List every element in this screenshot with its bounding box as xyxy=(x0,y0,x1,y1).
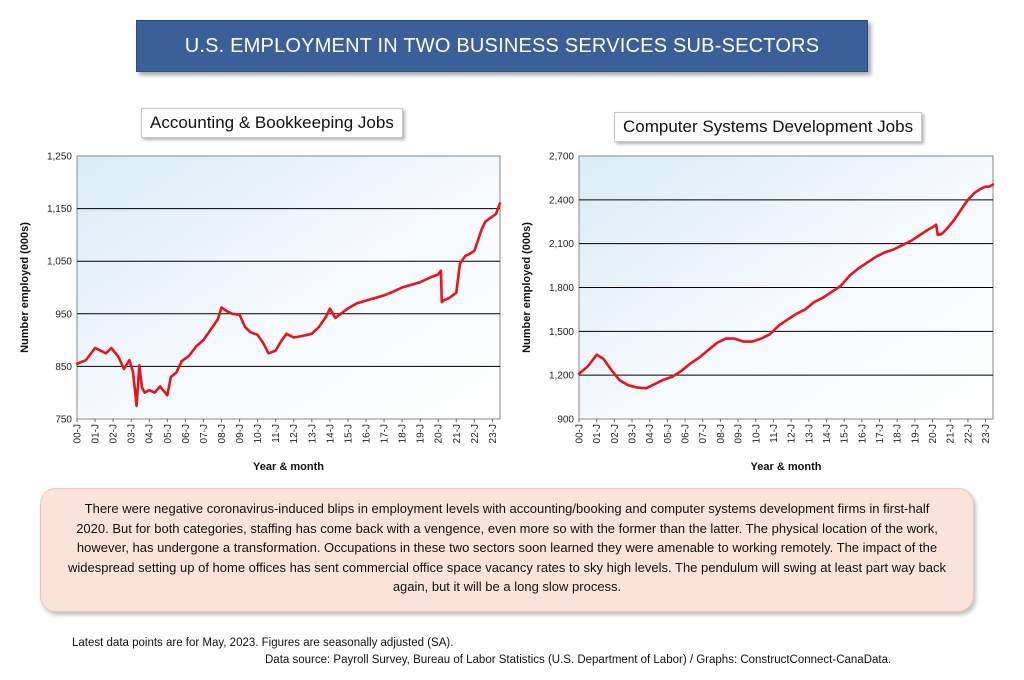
y-tick-label: 1,200 xyxy=(549,371,574,382)
x-tick-label: 01-J xyxy=(592,424,603,443)
x-tick-label: 13-J xyxy=(307,424,318,443)
y-axis-label: Number employed (000s) xyxy=(19,222,31,353)
x-tick-label: 15-J xyxy=(840,424,851,443)
x-tick-label: 16-J xyxy=(857,424,868,443)
x-tick-label: 02-J xyxy=(610,424,621,443)
x-tick-label: 10-J xyxy=(253,424,264,443)
x-tick-label: 08-J xyxy=(716,424,727,443)
y-tick-label: 2,100 xyxy=(549,239,574,250)
x-tick-label: 05-J xyxy=(163,424,174,443)
x-tick-label: 16-J xyxy=(361,424,372,443)
x-tick-label: 23-J xyxy=(981,424,992,443)
y-tick-label: 900 xyxy=(557,415,574,426)
x-tick-label: 08-J xyxy=(217,424,228,443)
y-tick-label: 1,150 xyxy=(47,204,72,215)
left-chart-title: Accounting & Bookkeeping Jobs xyxy=(141,108,403,138)
y-tick-label: 1,800 xyxy=(549,283,574,294)
x-tick-label: 18-J xyxy=(893,424,904,443)
y-tick-label: 750 xyxy=(55,415,72,426)
x-tick-label: 19-J xyxy=(416,424,427,443)
x-tick-label: 00-J xyxy=(575,424,586,443)
x-tick-label: 07-J xyxy=(199,424,210,443)
x-tick-label: 23-J xyxy=(488,424,499,443)
x-tick-label: 03-J xyxy=(127,424,138,443)
x-axis-label: Year & month xyxy=(253,461,324,473)
x-tick-label: 07-J xyxy=(698,424,709,443)
x-tick-label: 21-J xyxy=(452,424,463,443)
x-tick-label: 14-J xyxy=(822,424,833,443)
x-tick-label: 20-J xyxy=(434,424,445,443)
page-banner: U.S. EMPLOYMENT IN TWO BUSINESS SERVICES… xyxy=(136,20,868,72)
y-tick-label: 950 xyxy=(55,309,72,320)
footnote-latest: Latest data points are for May, 2023. Fi… xyxy=(72,637,454,649)
footnote-source: Data source: Payroll Survey, Bureau of L… xyxy=(265,654,892,666)
commentary-box: There were negative coronavirus-induced … xyxy=(40,488,974,612)
y-tick-label: 850 xyxy=(55,362,72,373)
x-tick-label: 14-J xyxy=(325,424,336,443)
x-tick-label: 09-J xyxy=(734,424,745,443)
commentary-text: There were negative coronavirus-induced … xyxy=(68,501,946,594)
x-tick-label: 12-J xyxy=(787,424,798,443)
plot-area xyxy=(76,155,501,420)
page-title: U.S. EMPLOYMENT IN TWO BUSINESS SERVICES… xyxy=(184,34,820,57)
x-tick-label: 13-J xyxy=(804,424,815,443)
x-tick-label: 10-J xyxy=(751,424,762,443)
x-tick-label: 22-J xyxy=(470,424,481,443)
right-chart-title: Computer Systems Development Jobs xyxy=(614,112,923,142)
x-tick-label: 21-J xyxy=(946,424,957,443)
x-tick-label: 12-J xyxy=(289,424,300,443)
x-tick-label: 18-J xyxy=(398,424,409,443)
x-axis-label: Year & month xyxy=(751,461,822,473)
x-tick-label: 03-J xyxy=(628,424,639,443)
accounting-chart: 750 850 950 1,050 1,150 1,250 00-J 01-J 02-J 03-J… xyxy=(19,152,502,473)
y-tick-label: 1,500 xyxy=(549,327,574,338)
y-tick-label: 2,700 xyxy=(549,152,574,163)
x-tick-label: 17-J xyxy=(380,424,391,443)
x-tick-label: 22-J xyxy=(963,424,974,443)
x-tick-label: 06-J xyxy=(681,424,692,443)
x-tick-label: 11-J xyxy=(769,424,780,443)
y-tick-label: 1,050 xyxy=(47,257,72,268)
x-tick-label: 04-J xyxy=(145,424,156,443)
x-tick-label: 20-J xyxy=(928,424,939,443)
y-tick-label: 1,250 xyxy=(47,152,72,163)
x-tick-label: 06-J xyxy=(181,424,192,443)
x-tick-label: 17-J xyxy=(875,424,886,443)
y-axis-label: Number employed (000s) xyxy=(521,222,533,353)
x-tick-label: 02-J xyxy=(109,424,120,443)
y-tick-label: 2,400 xyxy=(549,195,574,206)
series-line xyxy=(577,183,995,390)
x-tick-label: 00-J xyxy=(73,424,84,443)
x-tick-label: 09-J xyxy=(235,424,246,443)
x-tick-label: 11-J xyxy=(271,424,282,443)
x-tick-label: 05-J xyxy=(663,424,674,443)
x-tick-label: 04-J xyxy=(645,424,656,443)
series-line xyxy=(75,201,502,408)
x-tick-label: 01-J xyxy=(91,424,102,443)
x-tick-label: 15-J xyxy=(343,424,354,443)
x-tick-label: 19-J xyxy=(910,424,921,443)
computer-systems-chart: 900 1,200 1,500 1,800 2,100 2,400 2,700 00-J 01-… xyxy=(521,152,995,473)
